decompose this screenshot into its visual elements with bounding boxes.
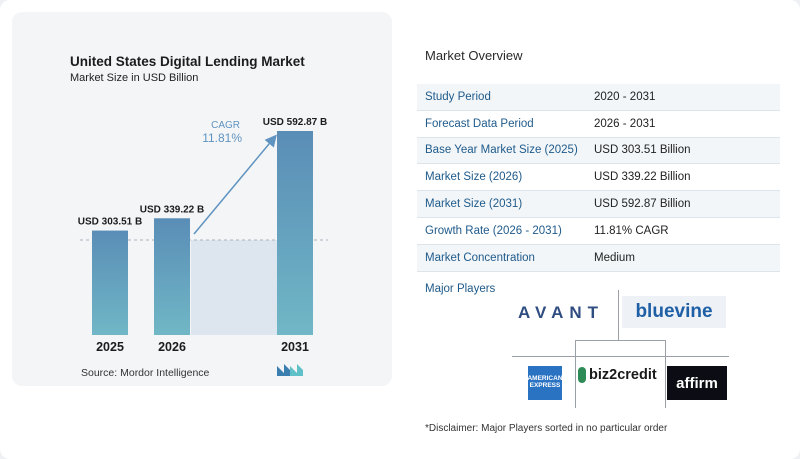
table-row: Study Period 2020 - 2031 <box>417 84 780 111</box>
divider <box>575 340 666 341</box>
amex-logo-line1: AMERICAN <box>527 375 563 383</box>
mordor-logo-icon <box>277 364 303 376</box>
table-row: Forecast Data Period 2026 - 2031 <box>417 111 780 138</box>
projection-area <box>191 240 277 335</box>
row-value: USD 303.51 Billion <box>594 144 691 157</box>
bar-2031 <box>277 131 313 335</box>
divider <box>618 290 619 340</box>
table-row: Base Year Market Size (2025) USD 303.51 B… <box>417 137 780 165</box>
bar-2026 <box>154 218 190 335</box>
row-value: USD 592.87 Billion <box>594 198 691 211</box>
bar-value-label: USD 303.51 B <box>78 217 142 228</box>
amex-logo-line2: EXPRESS <box>529 382 561 389</box>
cagr-arrow <box>193 134 277 235</box>
divider <box>665 340 666 408</box>
table-row: Market Size (2026) USD 339.22 Billion <box>417 164 780 192</box>
row-label: Market Concentration <box>425 251 535 264</box>
row-label: Market Size (2031) <box>425 198 523 211</box>
row-label: Base Year Market Size (2025) <box>425 144 578 157</box>
bluevine-logo: bluevine <box>622 296 726 328</box>
row-label: Growth Rate (2026 - 2031) <box>425 224 562 237</box>
bluevine-logo-text: bluevine <box>635 301 713 322</box>
affirm-logo-text: affirm <box>676 374 718 392</box>
row-label: Study Period <box>425 90 491 103</box>
amex-logo: AMERICAN EXPRESS <box>527 366 563 400</box>
overview-table: Study Period 2020 - 2031 Forecast Data Pe… <box>417 84 780 272</box>
chart-subtitle: Market Size in USD Billion <box>70 72 199 84</box>
row-label: Market Size (2026) <box>425 171 523 184</box>
row-value: 11.81% CAGR <box>594 224 669 237</box>
table-row: Market Concentration Medium <box>417 244 780 272</box>
bar-value-label: USD 339.22 B <box>140 204 204 215</box>
x-tick-label: 2026 <box>158 340 186 354</box>
major-players-label: Major Players <box>425 283 496 295</box>
row-value: Medium <box>594 251 635 264</box>
biz2credit-mark-icon <box>578 367 586 383</box>
source-text: Source: Mordor Intelligence <box>81 367 210 379</box>
biz2credit-logo-text: biz2credit <box>589 367 657 383</box>
divider <box>512 356 729 357</box>
row-label: Forecast Data Period <box>425 117 534 130</box>
x-tick-label: 2031 <box>281 340 309 354</box>
table-row: Market Size (2031) USD 592.87 Billion <box>417 191 780 218</box>
table-row: Growth Rate (2026 - 2031) 11.81% CAGR <box>417 218 780 245</box>
x-tick-label: 2025 <box>96 340 124 354</box>
cagr-label: CAGR <box>211 120 240 131</box>
bar-chart: USD 303.51 B 2025 USD 339.22 B 2026 USD 592.… <box>78 117 328 354</box>
divider <box>575 340 576 408</box>
affirm-logo: affirm <box>667 366 727 400</box>
biz2credit-logo: biz2credit <box>578 367 657 383</box>
avant-logo: AVANT <box>518 303 605 322</box>
bar-2025 <box>92 230 128 335</box>
row-value: 2020 - 2031 <box>594 90 656 103</box>
bar-value-label: USD 592.87 B <box>263 117 327 128</box>
chart-title: United States Digital Lending Market <box>70 54 305 69</box>
disclaimer: *Disclaimer: Major Players sorted in no … <box>425 423 668 434</box>
overview-title: Market Overview <box>425 48 523 63</box>
cagr-value: 11.81% <box>202 131 242 145</box>
row-value: 2026 - 2031 <box>594 117 656 130</box>
row-value: USD 339.22 Billion <box>594 171 691 184</box>
